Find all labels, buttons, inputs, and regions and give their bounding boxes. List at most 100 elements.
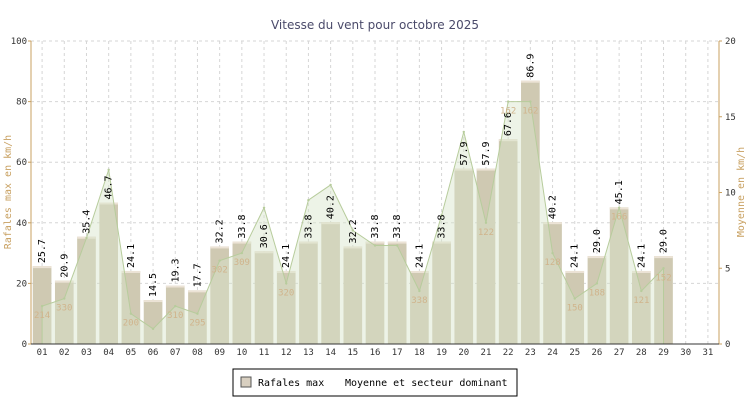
legend-swatch-gusts: [240, 376, 252, 388]
bar-value-label-14: 40.2: [326, 195, 337, 219]
direction-labels: 214 330 200 310 295 302 309 320 338 122 162 162 128 1…: [34, 107, 672, 329]
bar-value-label-17: 33.8: [392, 214, 403, 238]
bar-top-16: [365, 241, 385, 244]
bar-value-label-16: 33.8: [370, 214, 381, 238]
average-point: [196, 312, 199, 315]
legend-label-gusts: Rafales max: [258, 378, 324, 389]
bar-value-label-04: 46.7: [104, 175, 115, 199]
average-point: [640, 289, 643, 293]
bar-value-label-15: 32.2: [348, 219, 359, 243]
average-area: [41, 101, 665, 345]
bar-16: [365, 241, 385, 344]
bar-23: [521, 80, 540, 345]
x-tick-label-03: 03: [81, 348, 92, 358]
average-series: [40, 100, 665, 345]
bar-13: [299, 241, 318, 344]
y-tick-label: 100: [11, 37, 27, 47]
average-point: [462, 130, 465, 134]
bar-top-08: [188, 290, 207, 293]
average-point: [440, 214, 443, 217]
y-tick-label: 0: [22, 340, 27, 350]
x-tick-label-06: 06: [148, 348, 159, 358]
average-point: [373, 244, 377, 247]
x-tick-label-23: 23: [525, 348, 536, 358]
direction-label-05: 200: [123, 319, 139, 329]
bar-22: [498, 139, 518, 344]
bar-top-17: [387, 241, 407, 244]
direction-label-08: 295: [189, 319, 205, 329]
bar-top-18: [410, 270, 429, 273]
bar-24: [543, 222, 562, 344]
bar-top-09: [210, 246, 229, 249]
bar-18: [410, 270, 429, 344]
average-point: [151, 327, 155, 331]
bar-value-label-29: 29.0: [659, 229, 670, 253]
bar-top-14: [321, 222, 340, 225]
y2-tick-label: 10: [725, 189, 736, 199]
direction-label-26: 188: [589, 288, 605, 298]
x-tick-label-05: 05: [125, 348, 136, 358]
direction-label-28: 121: [633, 296, 649, 306]
x-tick-label-30: 30: [680, 348, 691, 358]
y2-tick-label: 5: [725, 264, 730, 274]
x-tick-label-16: 16: [370, 348, 381, 358]
x-tick-label-14: 14: [325, 348, 336, 358]
y-tick-label: 20: [16, 279, 27, 289]
average-point: [529, 100, 532, 103]
average-point: [595, 282, 599, 285]
direction-label-07: 310: [167, 311, 183, 321]
bar-top-10: [232, 241, 252, 244]
direction-label-02: 330: [56, 304, 72, 314]
x-tick-label-13: 13: [303, 348, 314, 358]
bar-top-13: [299, 241, 318, 244]
bar-value-label-23: 86.9: [525, 54, 536, 78]
bar-05: [121, 270, 141, 344]
direction-label-29: 152: [655, 273, 671, 283]
bar-top-22: [498, 139, 518, 142]
bar-17: [387, 241, 407, 344]
x-tick-label-28: 28: [636, 348, 647, 358]
bar-02: [54, 280, 74, 344]
average-point: [506, 100, 510, 103]
legend: Rafales max Moyenne et secteur dominant: [232, 368, 518, 397]
bar-top-06: [143, 300, 163, 303]
bar-value-label-09: 32.2: [215, 219, 226, 243]
average-point: [285, 282, 288, 285]
bar-top-12: [276, 270, 296, 273]
bar-top-15: [343, 246, 363, 249]
bar-value-label-18: 24.1: [414, 244, 425, 268]
direction-label-21: 122: [478, 228, 494, 238]
y-tick-label: 40: [16, 219, 27, 229]
y2-tick-label: 0: [725, 340, 730, 350]
bar-value-label-12: 24.1: [281, 244, 292, 268]
bar-series: [32, 80, 673, 345]
bar-value-label-21: 57.9: [481, 141, 492, 165]
x-tick-label-08: 08: [192, 348, 203, 358]
direction-label-23: 162: [522, 107, 538, 117]
bar-27: [609, 207, 629, 344]
bar-11: [254, 251, 274, 344]
direction-label-10: 309: [234, 258, 250, 268]
x-tick-label-09: 09: [214, 348, 225, 358]
x-tick-label-24: 24: [547, 348, 558, 358]
legend-box: [232, 368, 518, 397]
bar-top-07: [165, 285, 185, 288]
x-tick-label-15: 15: [347, 348, 358, 358]
average-point: [418, 289, 421, 293]
x-tick-label-10: 10: [236, 348, 247, 358]
direction-label-27: 166: [611, 213, 627, 223]
direction-label-24: 128: [544, 258, 560, 268]
bar-value-label-10: 33.8: [237, 214, 248, 238]
x-tick-label-02: 02: [59, 348, 70, 358]
bar-06: [143, 300, 163, 344]
bar-top-23: [521, 80, 540, 83]
bar-value-label-08: 17.7: [192, 263, 203, 287]
bar-top-29: [654, 256, 673, 259]
average-point: [307, 198, 310, 202]
direction-label-01: 214: [34, 311, 50, 321]
bar-28: [632, 270, 651, 344]
x-tick-label-31: 31: [702, 348, 713, 358]
bar-value-label-20: 57.9: [459, 141, 470, 165]
x-tick-label-04: 04: [103, 348, 114, 358]
